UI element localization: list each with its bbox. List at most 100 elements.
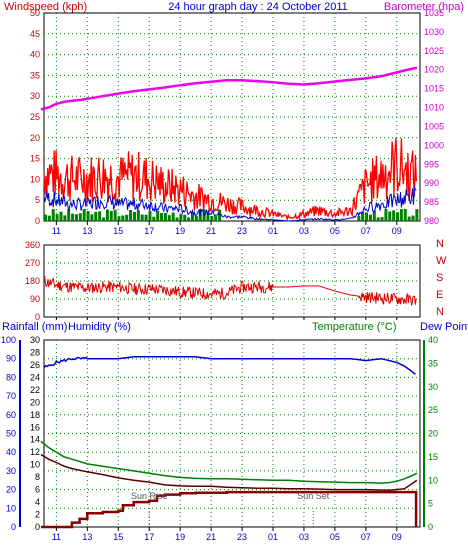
wind-calm-bar xyxy=(136,210,140,221)
wind-calm-bar xyxy=(51,209,55,221)
bot-xtick-label-5: 21 xyxy=(206,532,216,542)
wind-calm-bar xyxy=(392,210,396,221)
humidity-ytick-9: 90 xyxy=(6,354,16,364)
rain-ytick-6: 12 xyxy=(30,447,40,457)
bot-xtick-label-2: 15 xyxy=(113,532,123,542)
temp-ytick-0: 0 xyxy=(428,522,433,532)
wind-calm-bar xyxy=(55,214,59,221)
windspeed-axis-title: Windspeed (kph) xyxy=(4,1,87,13)
rain-ytick-4: 8 xyxy=(35,472,40,482)
compass-label-2: S xyxy=(436,272,443,284)
humidity-ytick-3: 30 xyxy=(6,466,16,476)
wind-calm-bar xyxy=(152,216,156,221)
wind-average-line xyxy=(43,185,417,222)
baro-ytick-5: 1005 xyxy=(424,121,444,131)
humidity-ytick-0: 0 xyxy=(11,522,16,532)
baro-ytick-7: 1015 xyxy=(424,84,444,94)
dir-ytick-0: 0 xyxy=(35,312,40,322)
wind-calm-bar xyxy=(125,214,129,221)
top-xtick-label-7: 01 xyxy=(268,226,278,236)
wind-calm-bar xyxy=(163,212,167,221)
baro-ytick-9: 1025 xyxy=(424,46,444,56)
baro-ytick-2: 990 xyxy=(424,178,439,188)
bot-xtick-label-10: 07 xyxy=(361,532,371,542)
wind-calm-bar xyxy=(214,216,218,221)
compass-label-4: N xyxy=(436,306,444,318)
wind-calm-bar xyxy=(105,209,109,221)
wind-calm-bar xyxy=(63,215,67,221)
rain-ytick-3: 6 xyxy=(35,485,40,495)
rain-ytick-1: 2 xyxy=(35,510,40,520)
wind-ytick-4: 20 xyxy=(30,133,40,143)
baro-ytick-8: 1020 xyxy=(424,65,444,75)
top-xtick-label-8: 03 xyxy=(299,226,309,236)
temp-ytick-6: 30 xyxy=(428,382,438,392)
wind-ytick-7: 35 xyxy=(30,70,40,80)
wind-calm-bar xyxy=(396,212,400,221)
wind-calm-bar xyxy=(47,215,51,221)
top-xtick-label-4: 19 xyxy=(175,226,185,236)
wind-calm-bar xyxy=(187,217,191,221)
wind-calm-bar xyxy=(156,210,160,221)
rain-ytick-13: 26 xyxy=(30,360,40,370)
wind-ytick-2: 10 xyxy=(30,174,40,184)
wind-ytick-1: 5 xyxy=(35,195,40,205)
wind-calm-bar xyxy=(411,215,415,221)
wind-calm-bar xyxy=(372,210,376,221)
wind-calm-bar xyxy=(82,208,86,221)
bot-xtick-label-8: 03 xyxy=(299,532,309,542)
wind-calm-bar xyxy=(117,216,121,221)
humidity-line xyxy=(43,356,416,375)
wind-calm-bar xyxy=(183,214,187,221)
bot-xtick-label-4: 19 xyxy=(175,532,185,542)
baro-ytick-6: 1010 xyxy=(424,103,444,113)
wind-calm-bar xyxy=(102,217,106,221)
wind-calm-bar xyxy=(148,211,152,221)
wind-calm-bar xyxy=(67,208,71,221)
wind-calm-bar xyxy=(140,214,144,221)
wind-calm-bar xyxy=(210,216,214,221)
wind-calm-bar xyxy=(376,217,380,221)
humidity-ytick-5: 50 xyxy=(6,429,16,439)
wind-ytick-3: 15 xyxy=(30,154,40,164)
wind-ytick-0: 0 xyxy=(35,216,40,226)
humidity-ytick-2: 20 xyxy=(6,485,16,495)
dir-ytick-4: 360 xyxy=(25,240,40,250)
wind-calm-bar xyxy=(171,212,175,221)
wind-calm-bar xyxy=(388,211,392,221)
rain-ytick-5: 10 xyxy=(30,460,40,470)
wind-calm-bar xyxy=(94,211,98,221)
rain-ytick-2: 4 xyxy=(35,497,40,507)
rain-ytick-7: 14 xyxy=(30,435,40,445)
wind-ytick-6: 30 xyxy=(30,91,40,101)
wind-ytick-8: 40 xyxy=(30,50,40,60)
chart-title: 24 hour graph day : 24 October 2011 xyxy=(168,1,348,13)
dewpoint-axis-title: Dew Point (°C) xyxy=(420,321,468,333)
wind-ytick-5: 25 xyxy=(30,112,40,122)
barometer-axis-title: Barometer (hpa) xyxy=(384,1,464,13)
top-xtick-label-10: 07 xyxy=(361,226,371,236)
bot-xtick-label-7: 01 xyxy=(268,532,278,542)
dir-ytick-3: 270 xyxy=(25,258,40,268)
rain-ytick-10: 20 xyxy=(30,397,40,407)
wind-calm-bar xyxy=(380,217,384,221)
wind-calm-bar xyxy=(59,211,63,221)
direction-line xyxy=(43,276,417,306)
rain-ytick-0: 0 xyxy=(35,522,40,532)
temp-ytick-2: 10 xyxy=(428,475,438,485)
wind-calm-bar xyxy=(399,209,403,221)
top-xtick-label-2: 15 xyxy=(113,226,123,236)
temp-ytick-7: 35 xyxy=(428,358,438,368)
humidity-axis-title: Humidity (%) xyxy=(68,321,131,333)
top-xtick-label-9: 05 xyxy=(330,226,340,236)
rain-ytick-12: 24 xyxy=(30,372,40,382)
wind-gust-line xyxy=(43,137,417,222)
wind-calm-bar xyxy=(74,214,78,221)
wind-calm-bar xyxy=(98,211,102,221)
wind-calm-bar xyxy=(78,213,82,221)
bot-xtick-label-3: 17 xyxy=(144,532,154,542)
dir-ytick-2: 180 xyxy=(25,276,40,286)
bot-xtick-label-6: 23 xyxy=(237,532,247,542)
top-xtick-label-0: 11 xyxy=(52,226,61,236)
humidity-ytick-6: 60 xyxy=(6,410,16,420)
